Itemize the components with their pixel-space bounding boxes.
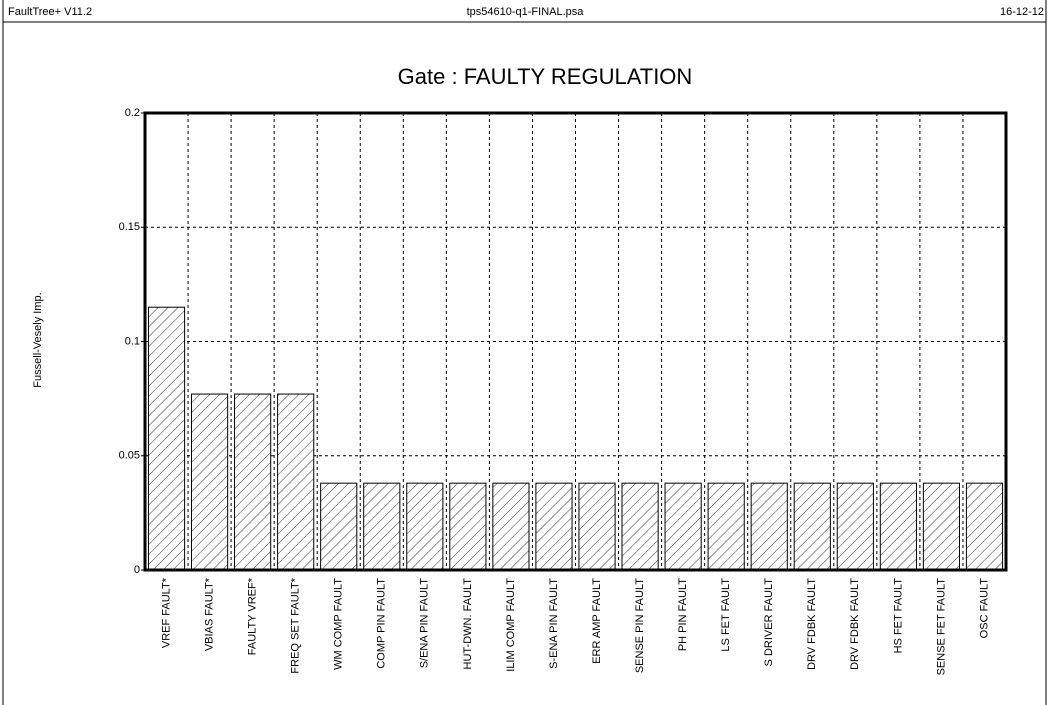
x-tick-label: VREF FAULT* bbox=[160, 577, 172, 648]
x-tick-label: VBIAS FAULT* bbox=[203, 577, 215, 651]
x-tick-label: HUT-DWN. FAULT bbox=[462, 578, 474, 670]
bar bbox=[363, 482, 401, 571]
y-tick-label: 0.05 bbox=[119, 450, 140, 462]
bar bbox=[621, 482, 659, 571]
header-right: 16-12-12 bbox=[1000, 6, 1044, 18]
bar bbox=[793, 482, 831, 571]
bar bbox=[664, 482, 702, 571]
x-tick-label: OSC FAULT bbox=[978, 578, 990, 639]
x-tick-label: ERR AMP FAULT bbox=[591, 578, 603, 664]
header-center: tps54610-q1-FINAL.psa bbox=[467, 6, 585, 18]
bar bbox=[234, 393, 272, 571]
y-tick-label: 0 bbox=[134, 564, 140, 576]
x-tick-label: S-ENA PIN FAULT bbox=[548, 578, 560, 669]
header-left: FaultTree+ V11.2 bbox=[8, 6, 92, 18]
bar bbox=[190, 393, 229, 571]
x-tick-label: LS FET FAULT bbox=[720, 578, 732, 652]
y-axis-label: Fussell-Vesely Imp. bbox=[32, 292, 44, 387]
x-tick-label: FAULTY VREF* bbox=[247, 577, 259, 655]
x-tick-label: HS FET FAULT bbox=[892, 578, 904, 654]
plot-frame bbox=[143, 111, 1008, 572]
chart-title: Gate : FAULTY REGULATION bbox=[398, 64, 693, 89]
y-tick-label: 0.1 bbox=[125, 335, 140, 347]
bar bbox=[836, 482, 874, 571]
x-tick-label: DRV FDBK FAULT bbox=[806, 578, 818, 670]
y-tick-label: 0.15 bbox=[119, 221, 140, 233]
bar bbox=[277, 393, 315, 571]
bar bbox=[406, 482, 444, 571]
x-tick-label: SENSE PIN FAULT bbox=[634, 578, 646, 673]
bar bbox=[750, 482, 788, 571]
x-tick-label: COMP PIN FAULT bbox=[376, 578, 388, 669]
bar bbox=[535, 482, 573, 571]
bar bbox=[922, 482, 961, 571]
x-tick-label: S DRIVER FAULT bbox=[763, 578, 775, 667]
x-tick-label: PH PIN FAULT bbox=[677, 578, 689, 651]
bar bbox=[449, 482, 487, 571]
x-tick-label: FREQ SET FAULT* bbox=[290, 577, 302, 673]
x-tick-label: S/ENA PIN FAULT bbox=[419, 578, 431, 669]
x-tick-label: DRV FDBK FAULT bbox=[849, 578, 861, 670]
bar bbox=[879, 482, 917, 571]
bar bbox=[965, 482, 1004, 571]
y-tick-label: 0.2 bbox=[125, 107, 140, 119]
bar bbox=[707, 482, 745, 571]
bar bbox=[147, 306, 186, 571]
bar bbox=[320, 482, 358, 571]
bar bbox=[578, 482, 616, 571]
x-tick-label: WM COMP FAULT bbox=[333, 578, 345, 670]
x-tick-label: SENSE FET FAULT bbox=[935, 578, 947, 676]
bar bbox=[492, 482, 530, 571]
x-tick-label: ILIM COMP FAULT bbox=[505, 578, 517, 672]
